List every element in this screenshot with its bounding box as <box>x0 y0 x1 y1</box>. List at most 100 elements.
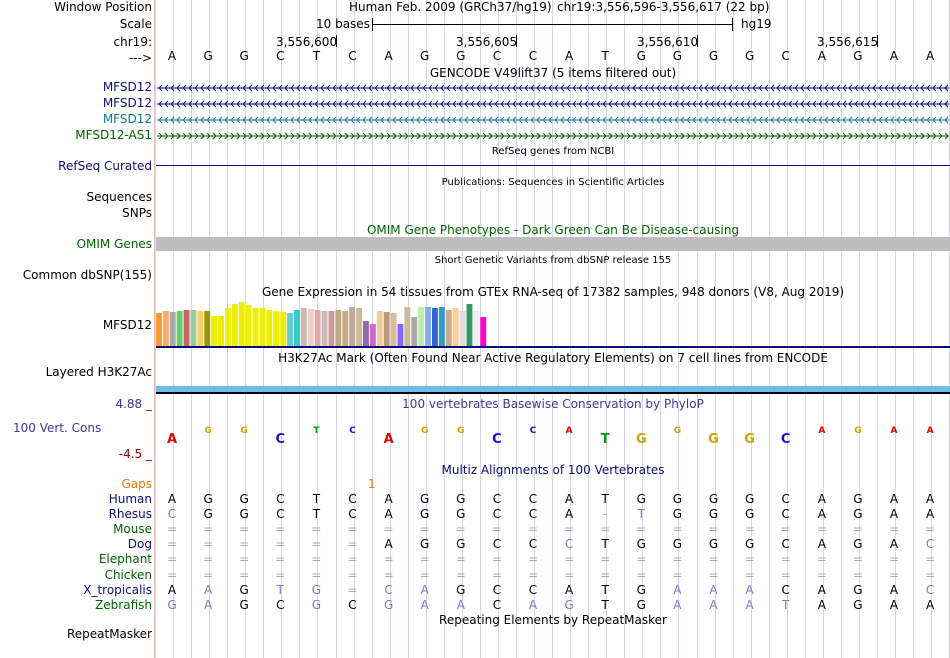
alignment-base[interactable]: = <box>564 552 575 567</box>
alignment-base[interactable]: = <box>744 522 755 537</box>
alignment-base[interactable]: T <box>601 582 609 597</box>
publications-sequences-label[interactable]: Sequences <box>86 190 152 204</box>
alignment-base[interactable]: G <box>744 507 755 522</box>
alignment-base[interactable]: A <box>203 597 213 612</box>
alignment-base[interactable]: = <box>780 522 791 537</box>
alignment-base[interactable]: C <box>492 492 502 506</box>
dbsnp-track-title[interactable]: Short Genetic Variants from dbSNP releas… <box>434 255 672 266</box>
alignment-base[interactable]: G <box>853 582 863 597</box>
alignment-base[interactable]: C <box>925 537 935 552</box>
alignment-base[interactable]: A <box>925 597 935 612</box>
alignment-base[interactable]: A <box>817 597 826 612</box>
gtex-tissue-bar[interactable] <box>418 307 425 346</box>
alignment-base[interactable]: G <box>636 597 646 612</box>
alignment-base[interactable]: = <box>419 567 430 582</box>
alignment-base[interactable]: = <box>275 537 286 552</box>
alignment-base[interactable]: = <box>636 522 647 537</box>
alignment-base[interactable]: = <box>564 522 575 537</box>
alignment-base[interactable]: = <box>744 552 755 567</box>
gene-strand-arrows[interactable] <box>157 114 949 126</box>
alignment-base[interactable]: G <box>420 492 430 506</box>
gtex-tissue-bar[interactable] <box>176 311 183 346</box>
alignment-base[interactable]: C <box>492 537 502 552</box>
alignment-base[interactable]: G <box>311 597 322 612</box>
gtex-tissue-bar[interactable] <box>294 310 300 346</box>
alignment-base[interactable]: A <box>564 492 574 506</box>
omim-label[interactable]: OMIM Genes <box>76 237 152 251</box>
alignment-base[interactable]: = <box>744 567 755 582</box>
gtex-bar-chart[interactable] <box>156 298 950 348</box>
gtex-tissue-bar[interactable] <box>307 309 314 346</box>
alignment-base[interactable]: = <box>166 567 178 582</box>
alignment-base[interactable]: A <box>384 492 393 506</box>
alignment-base[interactable]: C <box>348 507 357 522</box>
gtex-tissue-bar[interactable] <box>162 311 169 346</box>
gene-strand-arrows[interactable] <box>157 98 949 110</box>
alignment-base[interactable]: = <box>852 567 863 582</box>
alignment-base[interactable]: C <box>348 492 357 506</box>
gtex-gene-label[interactable]: MFSD12 <box>102 318 152 332</box>
alignment-base[interactable]: = <box>275 552 286 567</box>
gtex-tissue-bar[interactable] <box>397 324 404 346</box>
alignment-base[interactable]: = <box>419 552 430 567</box>
alignment-base[interactable]: C <box>564 537 574 552</box>
alignment-base[interactable]: = <box>636 552 647 567</box>
species-label[interactable]: Dog <box>127 537 152 552</box>
alignment-base[interactable]: G <box>636 492 646 506</box>
alignment-base[interactable]: = <box>780 552 791 567</box>
alignment-base[interactable]: A <box>384 507 393 522</box>
sequence-base[interactable]: G <box>636 49 646 63</box>
alignment-base[interactable]: G <box>239 507 249 522</box>
alignment-base[interactable]: = <box>311 552 322 567</box>
alignment-base[interactable]: = <box>203 537 214 552</box>
sequence-base[interactable]: G <box>203 49 213 63</box>
alignment-base[interactable]: - <box>603 507 608 522</box>
alignment-base[interactable]: = <box>672 567 683 582</box>
alignment-base[interactable]: G <box>672 507 683 522</box>
alignment-base[interactable]: G <box>853 537 863 552</box>
alignment-base[interactable]: = <box>925 567 936 582</box>
h3k27ac-track-title[interactable]: H3K27Ac Mark (Often Found Near Active Re… <box>278 351 828 365</box>
alignment-base[interactable]: = <box>600 567 611 582</box>
alignment-base[interactable]: = <box>672 522 683 537</box>
gtex-tissue-bar[interactable] <box>452 308 459 346</box>
multiz-track-title[interactable]: Multiz Alignments of 100 Vertebrates <box>441 463 665 477</box>
gtex-tissue-bar[interactable] <box>335 310 342 346</box>
species-label[interactable]: Human <box>108 492 152 506</box>
alignment-base[interactable]: C <box>167 507 177 522</box>
dbsnp-label[interactable]: Common dbSNP(155) <box>22 268 152 282</box>
alignment-base[interactable]: G <box>708 507 719 522</box>
gtex-tissue-bar[interactable] <box>466 304 473 346</box>
alignment-base[interactable]: A <box>673 582 682 597</box>
gtex-track-title[interactable]: Gene Expression in 54 tissues from GTEx … <box>261 285 845 299</box>
alignment-base[interactable]: T <box>276 582 284 597</box>
alignment-base[interactable]: = <box>347 552 358 567</box>
gtex-tissue-bar[interactable] <box>425 307 431 346</box>
sequence-base[interactable]: A <box>384 49 393 63</box>
gtex-tissue-bar[interactable] <box>445 310 452 346</box>
h3k27ac-signal-band[interactable] <box>156 386 950 392</box>
alignment-base[interactable]: A <box>709 597 718 612</box>
alignment-base[interactable]: G <box>239 582 249 597</box>
alignment-base[interactable]: T <box>601 492 609 506</box>
alignment-base[interactable]: = <box>311 522 322 537</box>
alignment-base[interactable]: C <box>276 597 285 612</box>
conservation-label[interactable]: 100 Vert. Cons <box>13 421 102 435</box>
assembly-title[interactable]: Human Feb. 2009 (GRCh37/hg19) <box>349 0 552 14</box>
gtex-tissue-bar[interactable] <box>390 313 397 346</box>
sequence-base[interactable]: G <box>853 49 863 63</box>
alignment-base[interactable]: G <box>420 507 430 522</box>
gtex-tissue-bar[interactable] <box>473 311 480 346</box>
alignment-base[interactable]: = <box>166 522 178 537</box>
gtex-tissue-bar[interactable] <box>204 311 211 346</box>
alignment-base[interactable]: = <box>166 552 178 567</box>
gtex-tissue-bar[interactable] <box>349 307 356 346</box>
alignment-base[interactable]: = <box>491 552 502 567</box>
alignment-base[interactable]: = <box>816 552 827 567</box>
alignment-base[interactable]: A <box>745 582 754 597</box>
alignment-base[interactable]: = <box>347 567 358 582</box>
alignment-base[interactable]: = <box>852 552 863 567</box>
alignment-base[interactable]: A <box>203 582 213 597</box>
alignment-base[interactable]: = <box>925 552 936 567</box>
alignment-base[interactable]: G <box>672 537 683 552</box>
